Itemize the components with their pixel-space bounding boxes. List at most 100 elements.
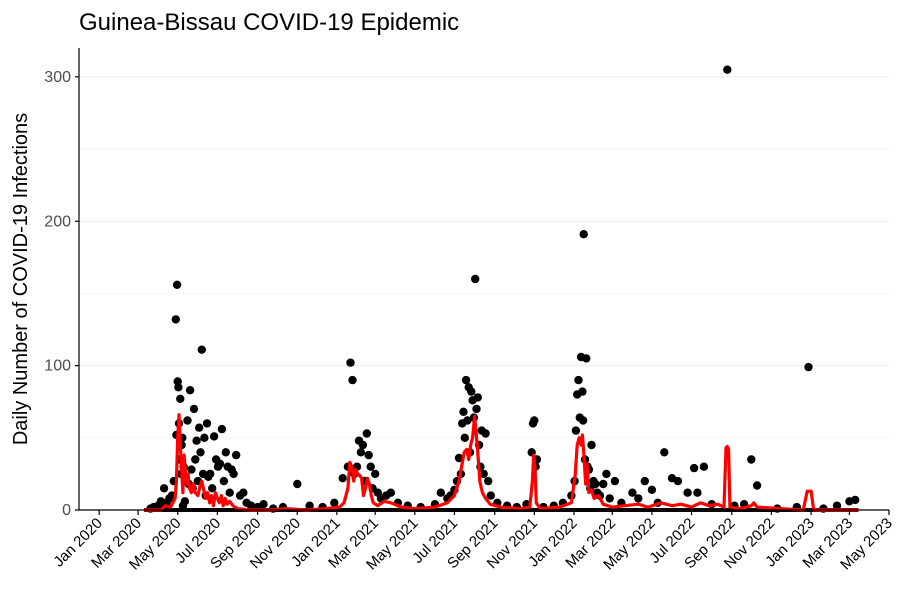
data-point	[634, 494, 643, 503]
point-layer	[143, 65, 860, 513]
data-point	[530, 416, 539, 425]
data-point	[723, 65, 732, 74]
data-point	[208, 484, 217, 493]
data-point	[578, 416, 588, 425]
data-point	[473, 393, 482, 402]
data-point	[467, 387, 476, 396]
y-tick-label: 100	[44, 358, 71, 375]
data-point	[259, 500, 268, 509]
data-point	[640, 476, 649, 486]
data-point	[239, 488, 248, 497]
data-point	[628, 488, 637, 497]
data-point	[371, 469, 380, 479]
y-tick-label: 0	[62, 502, 71, 519]
y-tick-label: 300	[44, 69, 71, 86]
data-point	[747, 455, 756, 464]
data-point	[610, 476, 620, 486]
chart-title: Guinea-Bissau COVID-19 Epidemic	[79, 9, 459, 36]
data-point	[202, 419, 212, 428]
data-point	[189, 404, 199, 414]
data-point	[229, 469, 238, 479]
data-point	[602, 469, 611, 479]
data-point	[459, 407, 468, 416]
data-point	[192, 436, 201, 445]
data-point	[232, 450, 241, 460]
data-point	[183, 416, 192, 425]
data-point	[683, 488, 692, 497]
data-point	[219, 476, 229, 486]
data-point	[851, 495, 860, 505]
data-point	[463, 416, 472, 425]
data-point	[461, 375, 471, 385]
data-point	[338, 474, 347, 483]
grid-layer	[79, 76, 889, 511]
data-point	[460, 433, 469, 442]
data-point	[217, 424, 227, 434]
data-point	[386, 488, 395, 497]
data-point	[172, 280, 182, 289]
data-point	[348, 375, 357, 385]
data-point	[346, 358, 355, 367]
data-point	[206, 469, 215, 479]
data-point	[472, 404, 481, 414]
data-point	[366, 462, 375, 471]
data-point	[479, 469, 488, 479]
data-point	[578, 387, 587, 396]
data-point	[180, 497, 190, 506]
data-point	[159, 484, 169, 493]
data-point	[225, 488, 234, 497]
data-point	[195, 423, 204, 432]
line-layer	[144, 413, 859, 512]
data-point	[174, 383, 183, 392]
data-point	[647, 485, 657, 494]
data-point	[591, 479, 600, 489]
data-point	[364, 450, 373, 460]
data-point	[246, 501, 256, 510]
data-point	[605, 494, 614, 503]
data-point	[356, 448, 366, 457]
data-point	[305, 501, 314, 510]
data-point	[436, 488, 445, 497]
y-tick-layer: 0 100 200 300	[44, 69, 79, 519]
data-point	[200, 433, 209, 442]
data-point	[486, 491, 495, 500]
data-point	[832, 501, 842, 510]
data-point	[752, 481, 762, 490]
data-point	[574, 375, 583, 385]
axis-layer	[78, 48, 889, 511]
data-point	[454, 453, 464, 463]
data-point	[176, 394, 185, 403]
data-point	[171, 315, 180, 324]
data-point	[582, 354, 591, 363]
data-point	[689, 463, 699, 473]
data-point	[293, 479, 302, 489]
data-point	[191, 455, 200, 464]
data-point	[215, 459, 225, 468]
data-point	[599, 479, 608, 489]
data-point	[587, 440, 596, 450]
data-point	[484, 476, 493, 486]
data-point	[571, 426, 581, 435]
data-point	[221, 448, 230, 457]
y-tick-label: 200	[44, 213, 71, 230]
data-point	[362, 429, 371, 438]
data-point	[579, 230, 588, 239]
data-point	[693, 488, 702, 497]
data-point	[481, 429, 490, 438]
y-axis-label: Daily Number of COVID-19 Infections	[10, 113, 32, 445]
data-point	[185, 386, 195, 395]
data-point	[471, 274, 480, 284]
data-point	[358, 440, 368, 450]
data-point	[660, 448, 669, 457]
data-point	[187, 465, 196, 474]
data-point	[699, 462, 709, 471]
data-point	[209, 432, 219, 441]
data-point	[804, 362, 813, 372]
data-point	[197, 345, 206, 354]
moving-average-line	[144, 413, 859, 512]
data-point	[673, 476, 683, 486]
data-point	[196, 448, 205, 457]
